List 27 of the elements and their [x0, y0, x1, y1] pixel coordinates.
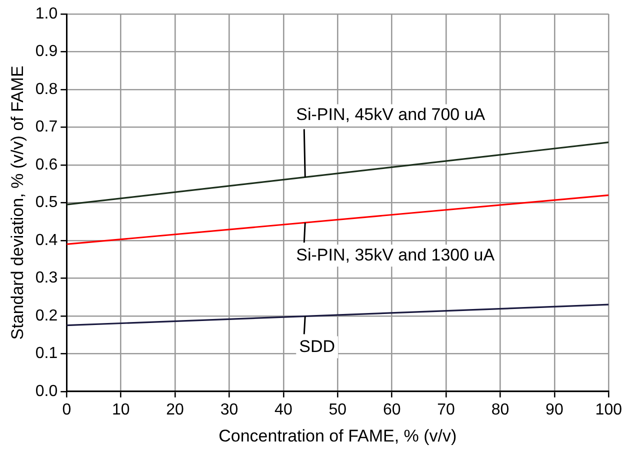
y-tick-label: 0.3 — [35, 270, 58, 287]
y-tick-label: 0.5 — [35, 194, 58, 212]
x-tick-label: 40 — [274, 401, 292, 418]
x-tick-label: 50 — [328, 401, 347, 418]
x-tick-label: 0 — [62, 401, 72, 418]
x-tick-label: 90 — [546, 401, 564, 418]
series-label: Si-PIN, 45kV and 700 uA — [296, 104, 486, 124]
series-label: Si-PIN, 35kV and 1300 uA — [296, 245, 496, 264]
y-tick-label: 0.4 — [35, 232, 58, 249]
y-tick-label: 0.2 — [35, 307, 58, 324]
x-tick-label: 100 — [595, 401, 622, 418]
y-tick-label: 0.1 — [35, 345, 58, 362]
y-tick-label: 0.8 — [35, 80, 58, 98]
y-tick-label: 0.9 — [35, 43, 58, 60]
x-tick-label: 60 — [382, 401, 401, 418]
x-tick-label: 30 — [220, 401, 238, 418]
x-tick-label: 80 — [491, 401, 510, 418]
y-axis-title: Standard deviation, % (v/v) of FAME — [8, 66, 27, 340]
x-tick-label: 70 — [437, 401, 456, 418]
series-label: SDD — [299, 336, 336, 356]
x-axis-title: Concentration of FAME, % (v/v) — [218, 426, 457, 446]
y-tick-label: 0.0 — [35, 382, 58, 400]
y-tick-label: 1.0 — [35, 5, 58, 22]
y-tick-label: 0.7 — [35, 118, 58, 136]
x-tick-label: 20 — [166, 401, 184, 418]
x-tick-label: 10 — [112, 401, 130, 418]
y-tick-label: 0.6 — [35, 156, 58, 174]
